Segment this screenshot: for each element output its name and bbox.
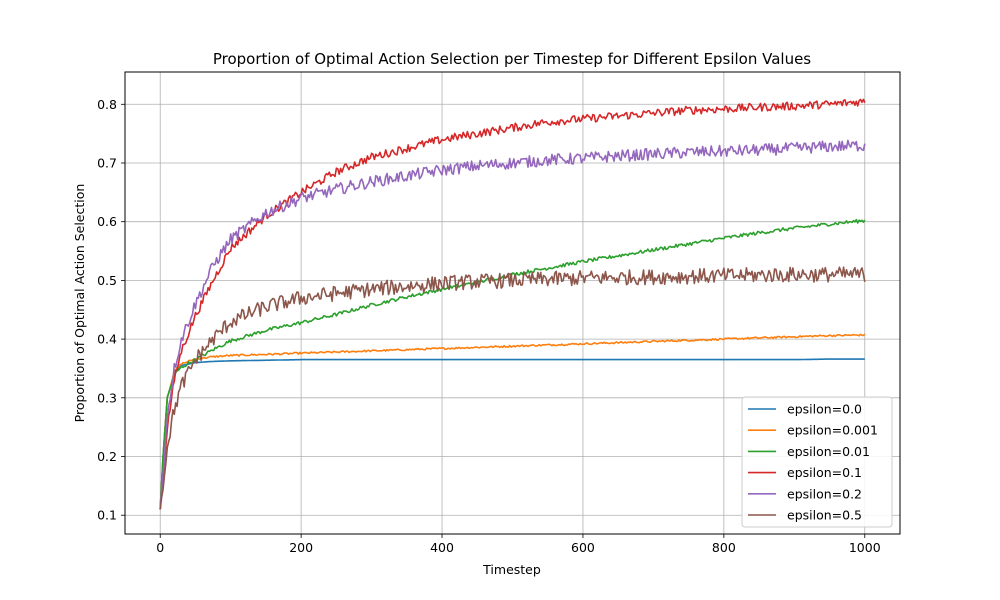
y-axis-label: Proportion of Optimal Action Selection: [72, 184, 87, 423]
series-line-2: [159, 218, 866, 510]
y-tick-label: 0.7: [97, 155, 117, 170]
legend-box: [741, 396, 893, 528]
y-axis: 0.1 0.2 0.3 0.4 0.5 0.6 0.7 0.8: [97, 97, 125, 523]
x-tick-label: 600: [571, 540, 595, 555]
y-tick-label: 0.4: [97, 332, 117, 347]
y-tick-label: 0.8: [97, 97, 117, 112]
y-tick-label: 0.3: [97, 390, 117, 405]
legend-label-2: epsilon=0.01: [787, 444, 870, 459]
series-line-0: [159, 358, 865, 510]
y-tick-label: 0.5: [97, 273, 117, 288]
plot-frame: [124, 71, 901, 535]
x-tick-label: 200: [289, 540, 313, 555]
series-line-5: [159, 266, 866, 510]
x-axis: 0 200 400 600 800 1000: [156, 534, 881, 555]
legend-label-4: epsilon=0.2: [787, 486, 862, 501]
y-tick-label: 0.6: [97, 214, 117, 229]
legend-label-5: epsilon=0.5: [787, 508, 862, 523]
chart-title: Proportion of Optimal Action Selection p…: [213, 50, 811, 68]
legend: epsilon=0.0 epsilon=0.001 epsilon=0.01 epsi…: [741, 396, 893, 528]
y-tick-label: 0.2: [97, 449, 117, 464]
x-tick-label: 800: [712, 540, 736, 555]
legend-label-3: epsilon=0.1: [787, 465, 862, 480]
legend-label-1: epsilon=0.001: [787, 423, 878, 438]
x-axis-label: Timestep: [482, 562, 541, 577]
series-lines: [159, 98, 866, 510]
x-tick-label: 400: [430, 540, 454, 555]
y-tick-label: 0.1: [97, 508, 117, 523]
legend-label-0: epsilon=0.0: [787, 402, 862, 417]
x-tick-label: 1000: [849, 540, 881, 555]
x-tick-label: 0: [156, 540, 164, 555]
series-line-4: [159, 139, 866, 510]
series-line-1: [159, 333, 866, 510]
